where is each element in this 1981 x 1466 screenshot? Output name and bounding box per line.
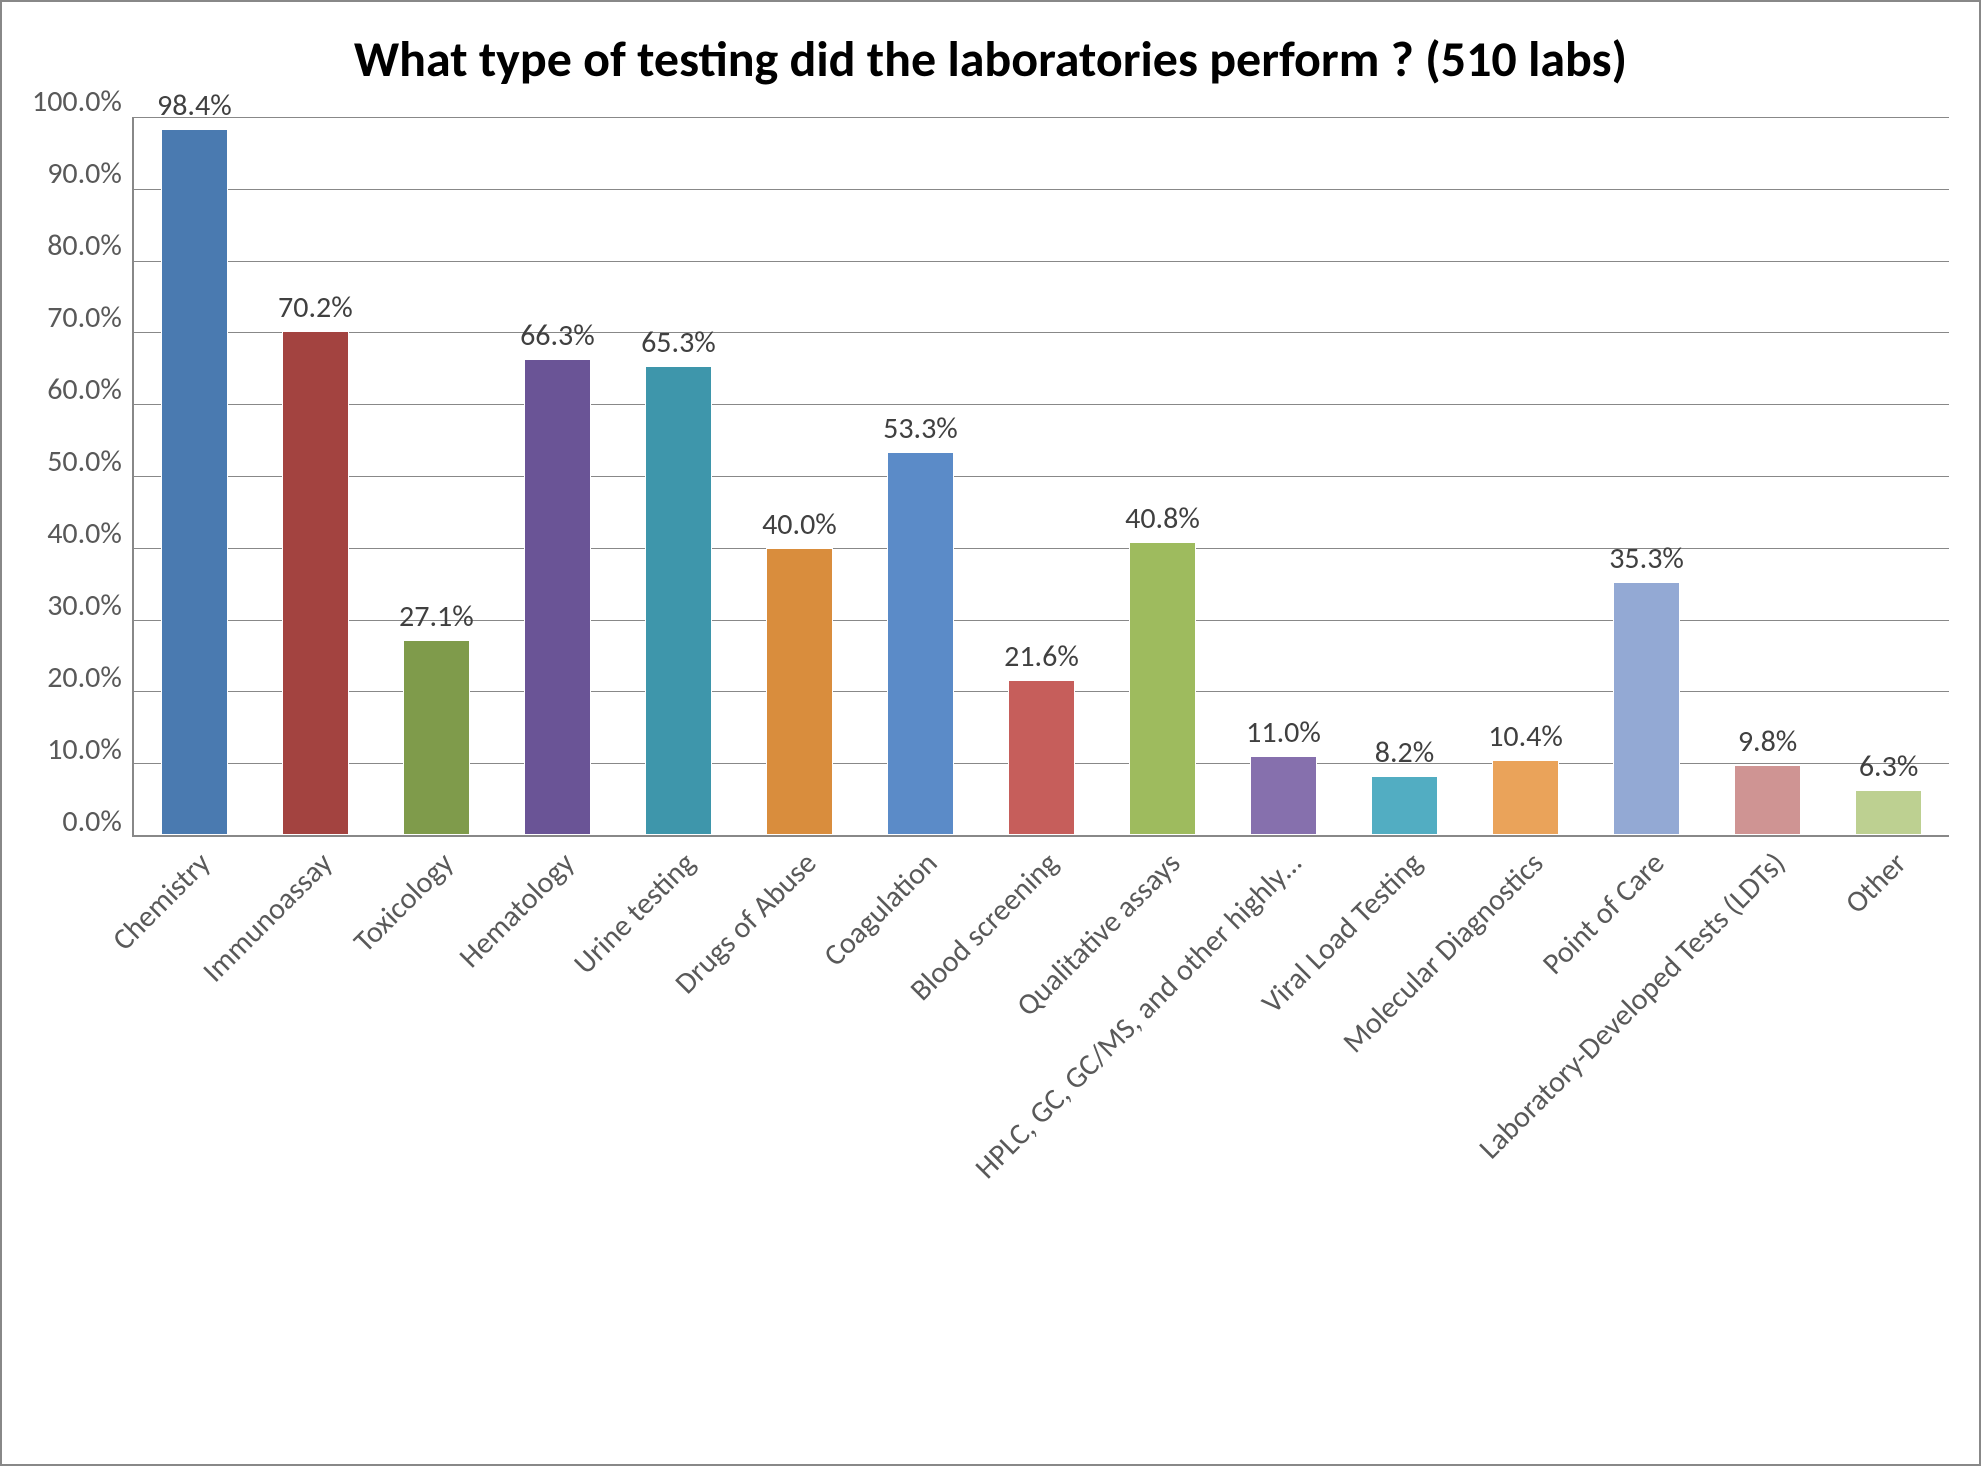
bar: 6.3% [1855, 790, 1922, 835]
bar: 65.3% [645, 366, 712, 835]
bar-slot: 40.0% [739, 117, 860, 835]
bar-slot: 65.3% [618, 117, 739, 835]
x-axis-labels: ChemistryImmunoassayToxicologyHematology… [132, 837, 1949, 1367]
chart-container: What type of testing did the laboratorie… [0, 0, 1981, 1466]
chart-body: 100.0%90.0%80.0%70.0%60.0%50.0%40.0%30.0… [32, 117, 1949, 1367]
x-tick-label: Point of Care [1586, 837, 1707, 1367]
bar-slot: 6.3% [1828, 117, 1949, 835]
data-label: 21.6% [1004, 638, 1079, 675]
x-tick-label: HPLC, GC, GC/MS, and other highly… [1222, 837, 1343, 1367]
data-label: 66.3% [520, 317, 595, 354]
bar-slot: 40.8% [1102, 117, 1223, 835]
bar-slot: 27.1% [376, 117, 497, 835]
bar-slot: 10.4% [1465, 117, 1586, 835]
bar: 98.4% [161, 129, 228, 836]
bar-slot: 98.4% [134, 117, 255, 835]
data-label: 8.2% [1375, 734, 1434, 771]
data-label: 35.3% [1609, 540, 1684, 577]
bar-slot: 66.3% [497, 117, 618, 835]
data-label: 40.0% [762, 506, 837, 543]
x-tick-label: Drugs of Abuse [738, 837, 859, 1367]
plot-area: 98.4% 70.2% 27.1% 66.3% 65.3% 40.0% 53.3% 21.6%… [132, 117, 1949, 837]
data-label: 11.0% [1246, 714, 1321, 751]
plot-wrap: 98.4% 70.2% 27.1% 66.3% 65.3% 40.0% 53.3% 21.6%… [132, 117, 1949, 1367]
data-label: 70.2% [278, 289, 353, 326]
bar: 9.8% [1734, 765, 1801, 835]
data-label: 6.3% [1859, 748, 1918, 785]
x-tick-label: Viral Load Testing [1343, 837, 1464, 1367]
bar-slot: 11.0% [1223, 117, 1344, 835]
bar: 21.6% [1008, 680, 1075, 835]
x-tick-label: Chemistry [132, 837, 253, 1367]
bar: 27.1% [403, 640, 470, 835]
bar: 11.0% [1250, 756, 1317, 835]
x-tick-label: Laboratory-Developed Tests (LDTs) [1707, 837, 1828, 1367]
x-tick-label: Qualitative assays [1101, 837, 1222, 1367]
bar-slot: 8.2% [1344, 117, 1465, 835]
bar: 40.0% [766, 548, 833, 835]
bar-slot: 53.3% [860, 117, 981, 835]
data-label: 53.3% [883, 410, 958, 447]
x-tick-label: Hematology [495, 837, 616, 1367]
data-label: 27.1% [399, 598, 474, 635]
bar: 35.3% [1613, 582, 1680, 835]
bar: 40.8% [1129, 542, 1196, 835]
data-label: 9.8% [1738, 723, 1797, 760]
x-tick-label: Coagulation [859, 837, 980, 1367]
x-tick-label: Immunoassay [253, 837, 374, 1367]
data-label: 65.3% [641, 324, 716, 361]
bar: 10.4% [1492, 760, 1559, 835]
data-label: 98.4% [157, 87, 232, 124]
bars: 98.4% 70.2% 27.1% 66.3% 65.3% 40.0% 53.3% 21.6%… [134, 117, 1949, 835]
y-axis: 100.0%90.0%80.0%70.0%60.0%50.0%40.0%30.0… [32, 117, 132, 837]
data-label: 40.8% [1125, 500, 1200, 537]
bar: 8.2% [1371, 776, 1438, 835]
bar-slot: 21.6% [981, 117, 1102, 835]
bar-slot: 70.2% [255, 117, 376, 835]
bar: 53.3% [887, 452, 954, 835]
x-tick-label: Toxicology [374, 837, 495, 1367]
data-label: 10.4% [1488, 718, 1563, 755]
bar-slot: 35.3% [1586, 117, 1707, 835]
x-tick-label: Other [1828, 837, 1949, 1367]
bar: 66.3% [524, 359, 591, 835]
bar: 70.2% [282, 331, 349, 835]
chart-title: What type of testing did the laboratorie… [32, 32, 1949, 87]
bar-slot: 9.8% [1707, 117, 1828, 835]
x-tick-label: Urine testing [616, 837, 737, 1367]
